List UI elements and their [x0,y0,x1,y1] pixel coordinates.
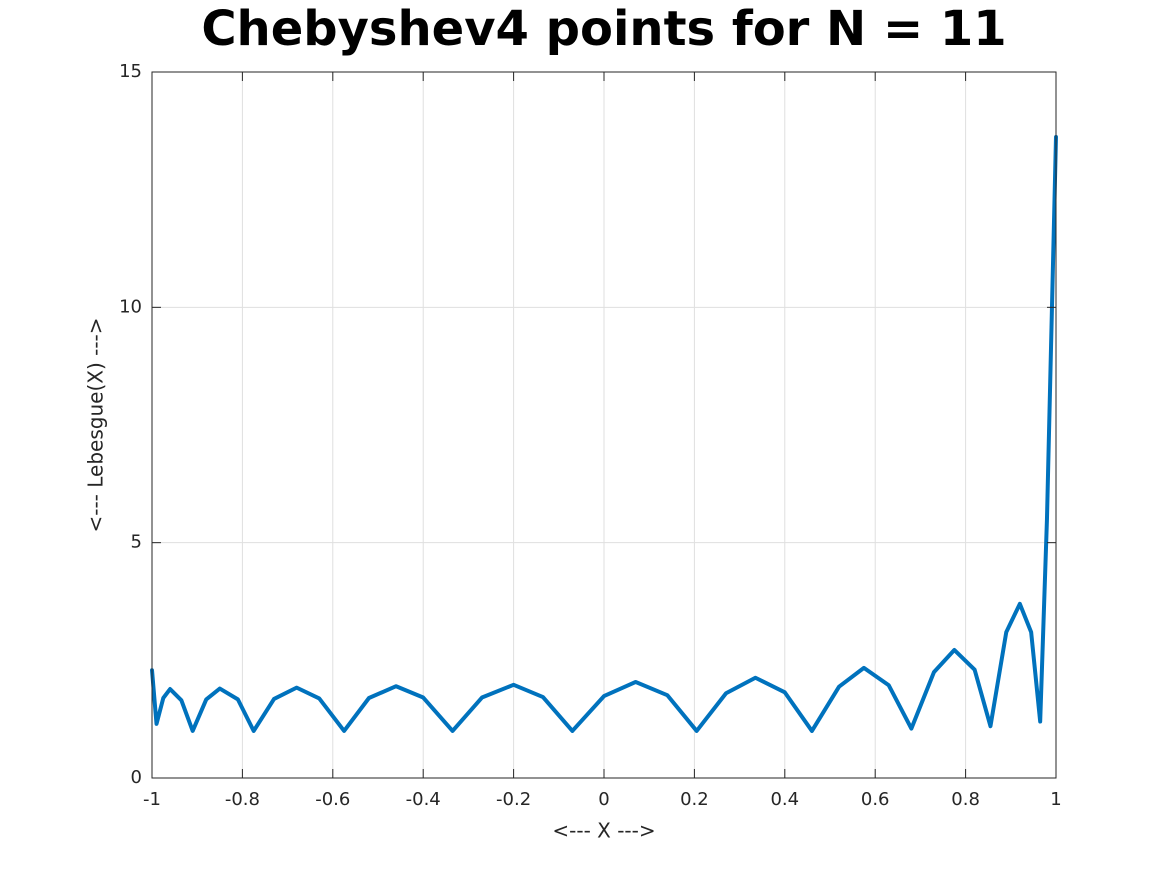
y-axis-label: <--- Lebesgue(X) ---> [84,317,108,532]
x-tick-label: -0.6 [315,789,350,810]
x-tick-label: -0.2 [496,789,531,810]
y-tick-label: 0 [131,767,142,788]
x-axis-label: <--- X ---> [552,819,655,843]
x-tick-label: -0.8 [225,789,260,810]
plot-area [150,134,1058,733]
x-tick-label: 0 [598,789,609,810]
x-tick-label: 0.2 [680,789,709,810]
chart-title: Chebyshev4 points for N = 11 [201,1,1006,57]
x-tick-label: 0.8 [951,789,980,810]
y-tick-label: 15 [119,61,142,82]
y-tick-label: 5 [131,532,142,553]
y-tick-label: 10 [119,296,142,317]
data-line [150,134,1058,733]
x-tick-label: 1 [1050,789,1061,810]
x-tick-label: 0.4 [770,789,799,810]
x-tick-label: 0.6 [861,789,890,810]
x-tick-label: -0.4 [406,789,441,810]
x-tick-label: -1 [143,789,161,810]
